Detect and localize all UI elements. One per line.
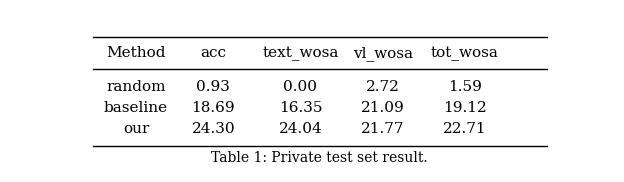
Text: text_wosa: text_wosa: [262, 46, 339, 61]
Text: random: random: [106, 80, 166, 94]
Text: tot_wosa: tot_wosa: [431, 46, 499, 61]
Text: our: our: [123, 122, 149, 136]
Text: acc: acc: [200, 46, 227, 60]
Text: vl_wosa: vl_wosa: [353, 46, 412, 61]
Text: baseline: baseline: [104, 101, 168, 115]
Text: 19.12: 19.12: [443, 101, 487, 115]
Text: 2.72: 2.72: [366, 80, 399, 94]
Text: 21.77: 21.77: [361, 122, 404, 136]
Text: 24.30: 24.30: [192, 122, 235, 136]
Text: 18.69: 18.69: [192, 101, 235, 115]
Text: Method: Method: [106, 46, 166, 60]
Text: 21.09: 21.09: [361, 101, 404, 115]
Text: 0.00: 0.00: [283, 80, 318, 94]
Text: 24.04: 24.04: [278, 122, 323, 136]
Text: 0.93: 0.93: [197, 80, 230, 94]
Text: 1.59: 1.59: [448, 80, 482, 94]
Text: 22.71: 22.71: [443, 122, 487, 136]
Text: Table 1: Private test set result.: Table 1: Private test set result.: [212, 151, 428, 165]
Text: 16.35: 16.35: [279, 101, 322, 115]
